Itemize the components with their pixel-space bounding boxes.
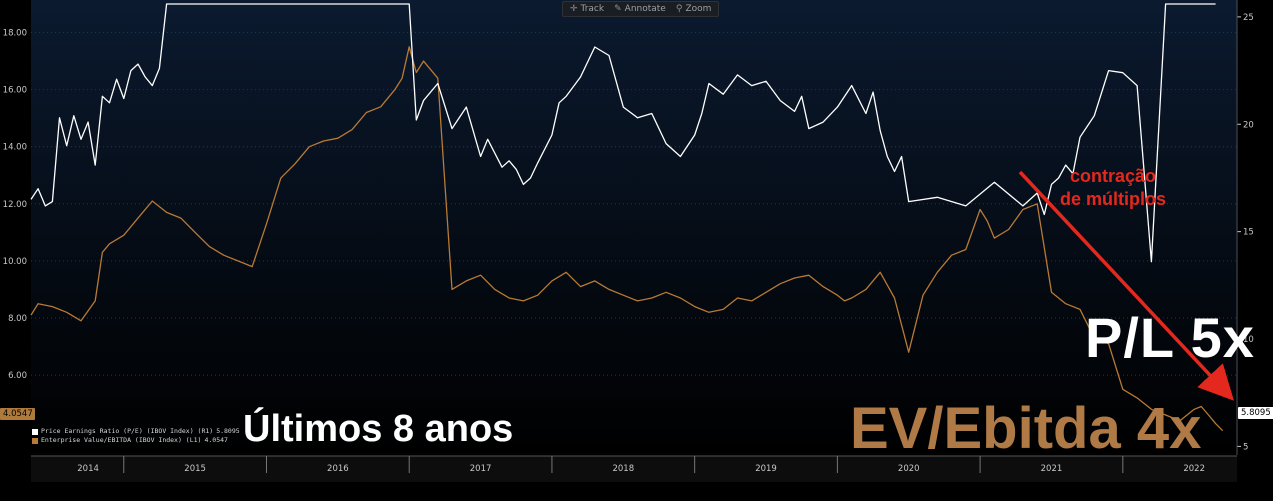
series-ev-ebitda (30, 46, 1224, 432)
right-tick-label: 10 (1243, 335, 1254, 345)
legend: Price Earnings Ratio (P/E) (IBOV Index) … (32, 427, 240, 445)
crosshair-icon: ✛ (570, 4, 578, 14)
left-tick-label: 16.00 (3, 86, 27, 96)
legend-label-ev: Enterprise Value/EBITDA (IBOV Index) (L1… (41, 436, 202, 444)
left-tick-label: 10.00 (3, 257, 27, 267)
x-tick-label: 2021 (1041, 464, 1063, 474)
annotation-line-1: contração (1069, 166, 1157, 186)
legend-value-pe: 5.8095 (216, 427, 240, 435)
pe-last-value-tag: 5.8095 (1238, 407, 1273, 419)
x-axis: 2014 2015 2016 2017 2018 2019 2020 2021 2022 (31, 455, 1237, 482)
right-tick-label: 20 (1243, 120, 1254, 130)
series-line (30, 46, 1224, 432)
left-axis: 6.00 8.00 10.00 12.00 14.00 16.00 18.00 (3, 29, 27, 382)
plot-background (31, 0, 1237, 455)
left-tick-label: 8.00 (8, 314, 27, 324)
legend-swatch-ev (32, 437, 38, 444)
pencil-icon: ✎ (614, 4, 622, 14)
x-tick-label: 2016 (327, 464, 349, 474)
legend-entry-ev: Enterprise Value/EBITDA (IBOV Index) (L1… (32, 436, 240, 445)
x-tick-label: 2014 (77, 464, 99, 474)
zoom-label: Zoom (685, 4, 712, 14)
x-axis-band (31, 456, 1237, 482)
pl-caption: P/L 5x (1085, 306, 1255, 369)
track-label: Track (580, 4, 605, 14)
x-tick-label: 2019 (755, 464, 777, 474)
annotate-button[interactable]: ✎ Annotate (610, 4, 670, 14)
left-tick-label: 14.00 (3, 143, 27, 153)
annotation-line-2: de múltiplos (1060, 189, 1167, 209)
x-tick-label: 2020 (898, 464, 920, 474)
chart-toolbar: ✛ Track ✎ Annotate ⚲ Zoom (562, 1, 720, 17)
period-caption: Últimos 8 anos (243, 408, 514, 450)
left-tick-label: 18.00 (3, 29, 27, 39)
left-tick-label: 6.00 (8, 371, 27, 381)
trend-arrow (1018, 170, 1234, 401)
contraction-annotation: contração de múltiplos (1060, 165, 1166, 211)
legend-label-pe: Price Earnings Ratio (P/E) (IBOV Index) … (41, 427, 214, 435)
ev-last-value-tag: 4.0547 (0, 408, 35, 420)
right-axis: 5 10 15 20 25 (1236, 0, 1254, 455)
ev-ebitda-caption: EV/Ebitda 4x (850, 396, 1202, 461)
x-tick-label: 2022 (1183, 464, 1205, 474)
right-tick-label: 5 (1243, 442, 1248, 452)
magnifier-icon: ⚲ (675, 4, 683, 14)
x-tick-label: 2018 (612, 464, 634, 474)
left-tick-label: 12.00 (3, 200, 27, 210)
right-tick-label: 25 (1243, 13, 1254, 23)
track-button[interactable]: ✛ Track (566, 4, 608, 14)
series-price-earnings (30, 3, 1216, 263)
x-tick-label: 2015 (184, 464, 206, 474)
zoom-button[interactable]: ⚲ Zoom (672, 4, 716, 14)
legend-entry-pe: Price Earnings Ratio (P/E) (IBOV Index) … (32, 427, 240, 436)
right-tick-label: 15 (1243, 228, 1254, 238)
legend-value-ev: 4.0547 (204, 436, 228, 444)
x-tick-label: 2017 (470, 464, 492, 474)
legend-swatch-pe (32, 428, 38, 435)
annotate-label: Annotate (624, 4, 666, 14)
series-line (30, 3, 1216, 263)
